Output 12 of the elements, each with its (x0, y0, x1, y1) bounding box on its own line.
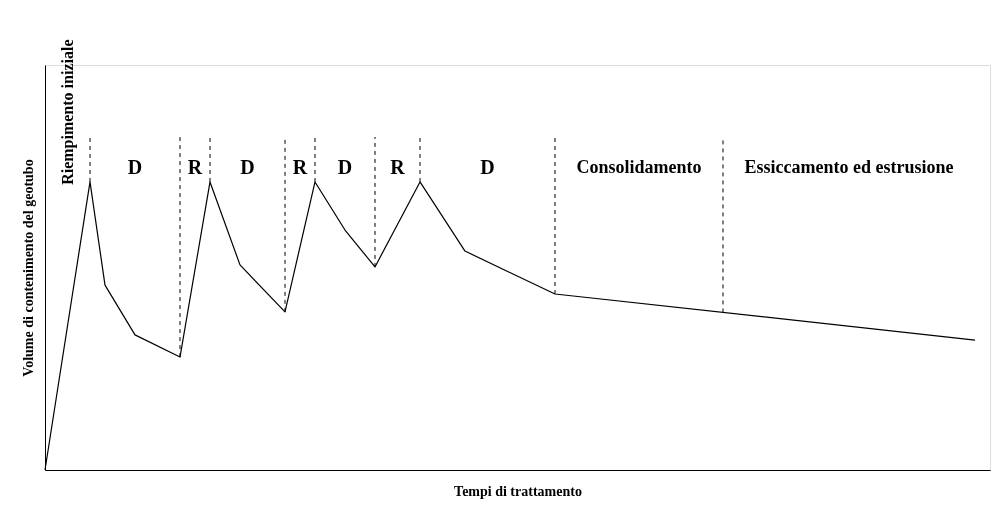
annotation: Riempimento iniziale (58, 39, 77, 185)
text: Consolidamento (576, 156, 702, 177)
text: D (480, 155, 495, 178)
text: R (292, 155, 308, 178)
text: R (390, 155, 406, 178)
text: Essiccamento ed estrusione (744, 156, 954, 177)
text: R (187, 155, 203, 178)
text: D (127, 155, 143, 178)
text: D (337, 155, 353, 178)
x-axis-title: Tempi di trattamento (454, 483, 582, 499)
text: D (240, 155, 255, 178)
y-axis-title: Volume di contenimento del geotubo (20, 159, 36, 377)
